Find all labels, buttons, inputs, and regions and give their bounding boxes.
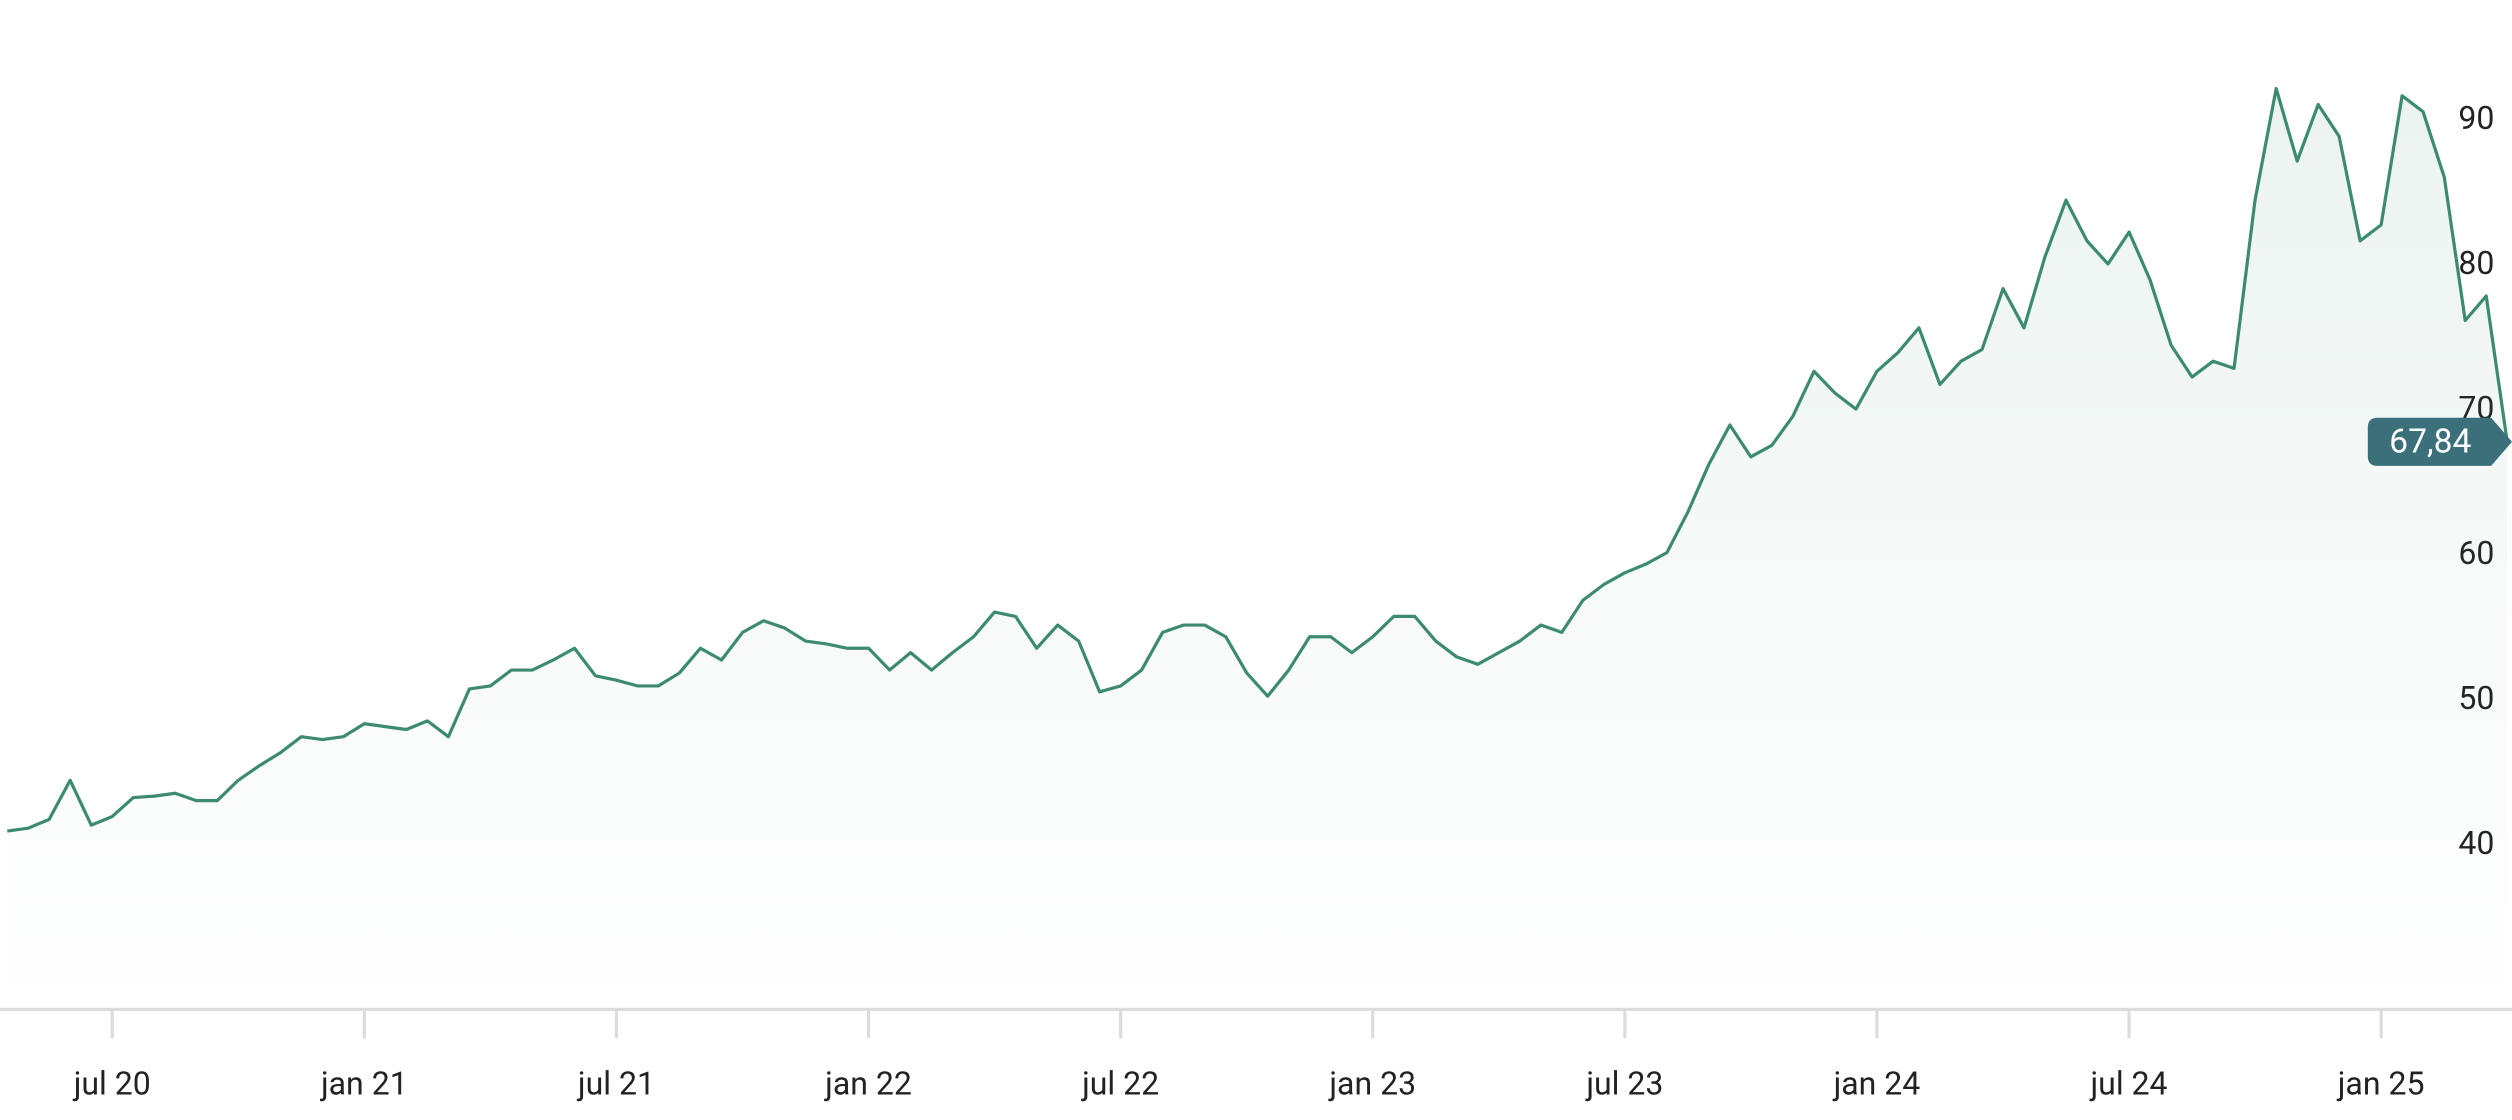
x-tick-label: jan 22 — [823, 1065, 912, 1103]
x-tick-label: jul 21 — [576, 1065, 655, 1103]
x-tick-label: jan 23 — [1327, 1065, 1416, 1103]
x-tick-label: jan 25 — [2336, 1065, 2425, 1103]
y-tick-label: 80 — [2458, 244, 2494, 282]
line — [6, 86, 2509, 833]
x-tick-label: jan 21 — [319, 1065, 408, 1103]
badge-label: 67,84 — [2389, 422, 2471, 461]
last-value-badge: 67,84 — [2367, 417, 2512, 466]
x-tick-label: jul 22 — [1080, 1065, 1159, 1103]
x-tick-label: jan 24 — [1832, 1065, 1921, 1103]
badge-shape — [2367, 417, 2512, 466]
x-tick-label: jul 24 — [2089, 1065, 2168, 1103]
y-tick-label: 90 — [2458, 99, 2494, 137]
area-fill — [7, 88, 2508, 1010]
x-tick-label: jul 20 — [72, 1065, 151, 1103]
x-tick-label: jul 23 — [1584, 1065, 1663, 1103]
